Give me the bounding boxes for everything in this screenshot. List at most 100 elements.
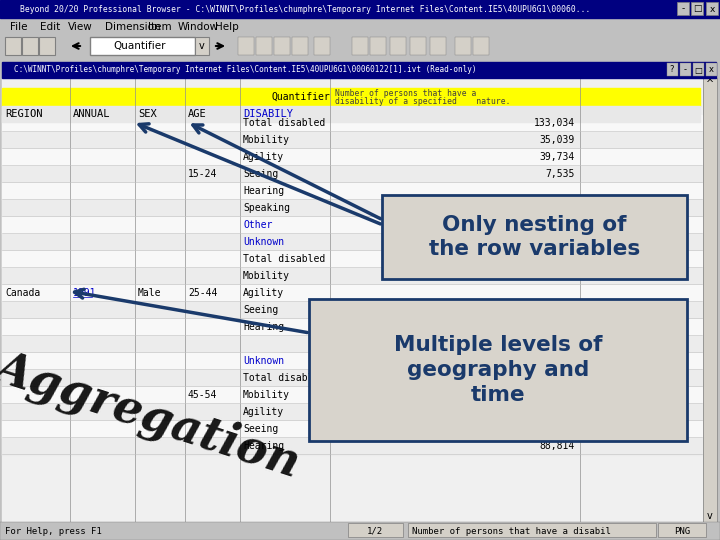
Text: 15-24: 15-24 [188,169,217,179]
Text: Number of persons that have a: Number of persons that have a [335,89,477,98]
Text: Seeing: Seeing [243,424,278,434]
Bar [0,0,720,18]
Text: Multiple levels of
geography and
time: Multiple levels of geography and time [394,335,602,405]
Bar [2,62,716,78]
Bar [2,319,702,336]
Bar [2,268,702,285]
Bar [0,34,720,60]
Text: Unknown: Unknown [243,237,284,247]
Text: Beyond 20/20 Professional Browser - C:\WINNT\Profiles\chumphre\Temporary Interne: Beyond 20/20 Professional Browser - C:\W… [20,4,590,14]
Text: PNG: PNG [674,526,690,536]
Text: Window: Window [178,22,219,32]
Text: □: □ [693,4,701,14]
Bar [352,37,368,55]
Text: Mobility: Mobility [243,135,290,145]
Text: 35,039: 35,039 [540,135,575,145]
Bar [680,63,691,76]
Bar [348,523,403,537]
Text: SEX: SEX [138,109,157,119]
Text: Total disabled: Total disabled [243,118,325,128]
Text: -: - [681,4,685,14]
Bar [195,37,209,55]
Bar [2,166,702,183]
Text: Only nesting of
the row variables: Only nesting of the row variables [429,214,640,259]
Bar [90,37,195,55]
Text: ANNUAL: ANNUAL [73,109,110,119]
Text: 7,535: 7,535 [546,169,575,179]
Text: 449,054: 449,054 [534,254,575,264]
Text: Aggregation: Aggregation [0,344,306,486]
Text: Total disabled: Total disabled [243,254,325,264]
Text: Agility: Agility [243,152,284,162]
Bar [2,149,702,166]
Bar [455,37,471,55]
Bar [238,37,254,55]
Text: 133,034: 133,034 [534,118,575,128]
Text: REGION: REGION [5,109,42,119]
Bar [691,2,703,15]
Text: ?: ? [670,65,674,75]
Text: Edit: Edit [40,22,60,32]
Text: Hearing: Hearing [243,186,284,196]
Text: Quantifier: Quantifier [271,92,330,102]
Bar [2,88,700,106]
Bar [473,37,489,55]
Bar [2,387,702,404]
Text: 118,566: 118,566 [534,390,575,400]
Text: v: v [199,41,205,51]
Bar [2,115,702,132]
Text: 45-54: 45-54 [188,390,217,400]
Text: Hearing: Hearing [243,441,284,451]
Bar [2,200,702,217]
Text: Male: Male [138,288,161,298]
Text: Hearing: Hearing [243,322,284,332]
Bar [0,522,720,540]
Bar [314,37,330,55]
Text: Quantifier: Quantifier [114,41,166,51]
Text: disability of a specified    nature.: disability of a specified nature. [335,98,510,106]
Text: □: □ [694,65,702,75]
Text: 88,814: 88,814 [540,441,575,451]
Bar [2,336,702,353]
Text: Other: Other [243,220,272,230]
Text: Agility: Agility [243,288,284,298]
Bar [2,302,702,319]
Bar [256,37,272,55]
Text: 257,767: 257,767 [534,373,575,383]
Bar [22,37,38,55]
Bar [292,37,308,55]
Bar [2,370,702,387]
Text: Help: Help [215,22,239,32]
Text: File: File [10,22,27,32]
Bar [703,78,717,522]
Bar [677,2,689,15]
Text: 1991: 1991 [73,288,96,298]
Bar [2,421,702,438]
Text: Unknown: Unknown [243,356,284,366]
Bar [2,132,702,149]
FancyBboxPatch shape [382,195,687,279]
Bar [410,37,426,55]
Bar [0,18,720,34]
Text: Item: Item [148,22,171,32]
Bar [2,106,700,122]
Bar [706,63,717,76]
Text: DISABILY: DISABILY [243,109,293,119]
Text: 24,095: 24,095 [540,424,575,434]
Text: Number of persons that have a disabil: Number of persons that have a disabil [412,526,611,536]
Text: -: - [683,65,686,75]
Text: 39,734: 39,734 [540,152,575,162]
Text: Mobility: Mobility [243,390,290,400]
Bar [2,234,702,251]
Text: Dimension: Dimension [105,22,161,32]
Bar [274,37,290,55]
Bar [2,438,702,455]
Text: 25-44: 25-44 [188,288,217,298]
Text: x: x [709,4,715,14]
Bar [2,404,702,421]
Text: 1/2: 1/2 [367,526,383,536]
Text: Mobility: Mobility [243,271,290,281]
FancyBboxPatch shape [309,299,687,441]
Bar [39,37,55,55]
Bar [2,217,702,234]
